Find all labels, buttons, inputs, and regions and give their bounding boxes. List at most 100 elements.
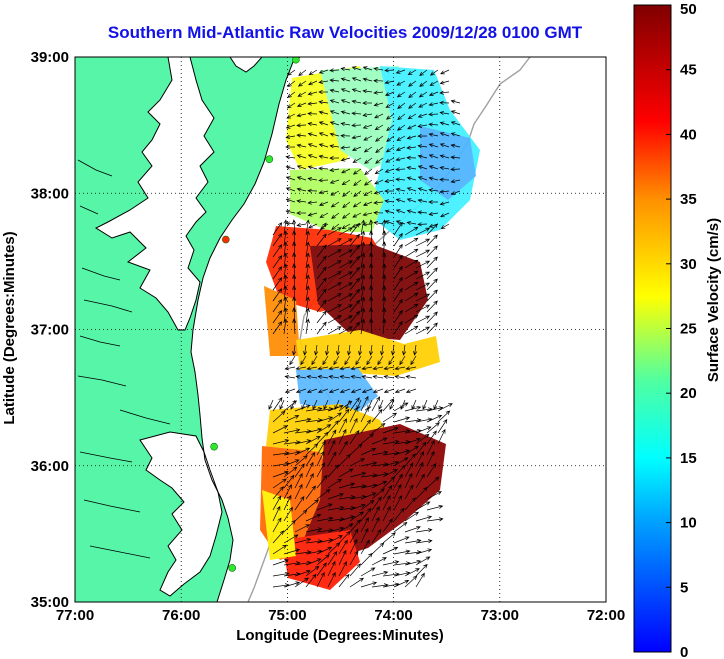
velocity-arrow: [362, 77, 373, 82]
velocity-arrow: [439, 90, 450, 95]
velocity-arrow: [349, 519, 361, 533]
velocity-arrow: [338, 326, 353, 335]
velocity-arrow: [406, 176, 417, 181]
velocity-arrow: [338, 249, 353, 258]
velocity-arrow: [395, 198, 406, 203]
velocity-arrow: [382, 427, 399, 434]
velocity-arrow: [333, 355, 340, 366]
velocity-arrow: [393, 495, 402, 511]
velocity-arrow: [375, 157, 384, 164]
velocity-arrow: [383, 374, 395, 379]
velocity-arrow: [296, 123, 307, 128]
velocity-arrow: [318, 69, 329, 74]
velocity-arrow: [295, 366, 307, 371]
velocity-arrow: [331, 212, 340, 219]
velocity-arrow: [393, 232, 403, 247]
velocity-arrow: [327, 271, 342, 280]
velocity-arrow: [371, 542, 385, 555]
velocity-arrow: [393, 473, 403, 489]
velocity-arrow: [385, 113, 395, 120]
velocity-arrow: [415, 515, 433, 522]
velocity-arrow: [360, 581, 378, 588]
velocity-arrow: [327, 493, 344, 500]
velocity-arrow: [286, 69, 296, 76]
y-tick-label: 37:00: [31, 322, 69, 339]
velocity-arrow: [305, 263, 310, 280]
velocity-arrow: [394, 366, 406, 371]
velocity-arrow: [328, 366, 340, 371]
velocity-arrow: [440, 212, 450, 218]
velocity-arrow: [316, 474, 328, 489]
velocity-arrow: [404, 445, 419, 456]
velocity-arrow: [318, 143, 329, 148]
velocity-arrow: [352, 168, 362, 175]
velocity-arrow: [329, 144, 340, 149]
velocity-arrow: [340, 110, 351, 115]
velocity-arrow: [363, 146, 373, 153]
velocity-arrow: [349, 255, 361, 269]
velocity-arrow: [393, 243, 403, 258]
velocity-arrow: [318, 89, 329, 95]
velocity-arrow: [283, 484, 292, 500]
velocity-arrow: [342, 212, 351, 219]
velocity-arrow: [417, 165, 428, 170]
velocity-arrow: [316, 562, 327, 577]
velocity-arrow: [305, 436, 321, 445]
velocity-arrow: [437, 410, 451, 423]
velocity-arrow: [338, 282, 353, 291]
velocity-arrow: [283, 459, 300, 467]
velocity-arrow: [296, 222, 307, 227]
velocity-arrow: [393, 416, 411, 423]
velocity-arrow: [415, 451, 424, 467]
velocity-arrow: [349, 458, 365, 467]
velocity-arrow: [316, 431, 329, 445]
velocity-arrow: [407, 124, 417, 130]
velocity-arrow: [338, 573, 350, 588]
velocity-arrow: [426, 476, 440, 489]
velocity-arrow: [305, 451, 316, 467]
velocity-arrow: [419, 69, 428, 76]
velocity-arrow: [308, 223, 318, 229]
velocity-arrow: [349, 417, 358, 434]
velocity-arrow: [349, 397, 360, 412]
velocity-arrow: [360, 252, 366, 269]
velocity-arrow: [364, 168, 373, 175]
velocity-arrow: [418, 91, 428, 98]
velocity-arrow: [396, 124, 406, 131]
velocity-arrow: [327, 451, 337, 467]
velocity-arrow: [415, 282, 431, 291]
velocity-arrow: [294, 455, 308, 467]
velocity-arrow: [338, 515, 356, 522]
x-tick-label: 76:00: [162, 607, 200, 624]
velocity-arrow: [349, 266, 361, 280]
velocity-arrow: [272, 478, 287, 489]
velocity-arrow: [363, 190, 373, 196]
velocity-arrow: [349, 528, 359, 544]
velocity-arrow: [283, 219, 288, 236]
velocity-arrow: [393, 402, 409, 412]
velocity-arrow: [371, 396, 380, 412]
velocity-arrow: [327, 572, 336, 588]
velocity-arrow: [415, 461, 424, 478]
velocity-arrow: [404, 575, 418, 588]
velocity-arrow: [316, 222, 327, 236]
velocity-arrow: [374, 124, 384, 131]
velocity-arrow: [371, 423, 386, 434]
velocity-arrow: [327, 535, 343, 544]
velocity-arrow: [428, 132, 439, 137]
velocity-arrow: [351, 66, 362, 71]
velocity-arrow: [329, 167, 340, 172]
velocity-arrow: [327, 420, 339, 434]
velocity-arrow: [305, 527, 323, 533]
velocity-arrow: [428, 154, 439, 159]
velocity-arrow: [283, 494, 292, 511]
velocity-arrow: [306, 388, 318, 394]
velocity-arrow: [397, 102, 406, 109]
velocity-arrow: [316, 503, 333, 511]
velocity-arrow: [371, 472, 389, 478]
velocity-arrow: [377, 355, 384, 366]
velocity-arrow: [272, 233, 283, 247]
velocity-arrow: [294, 404, 311, 412]
y-axis-label: Latitude (Degrees:Minutes): [1, 231, 18, 424]
